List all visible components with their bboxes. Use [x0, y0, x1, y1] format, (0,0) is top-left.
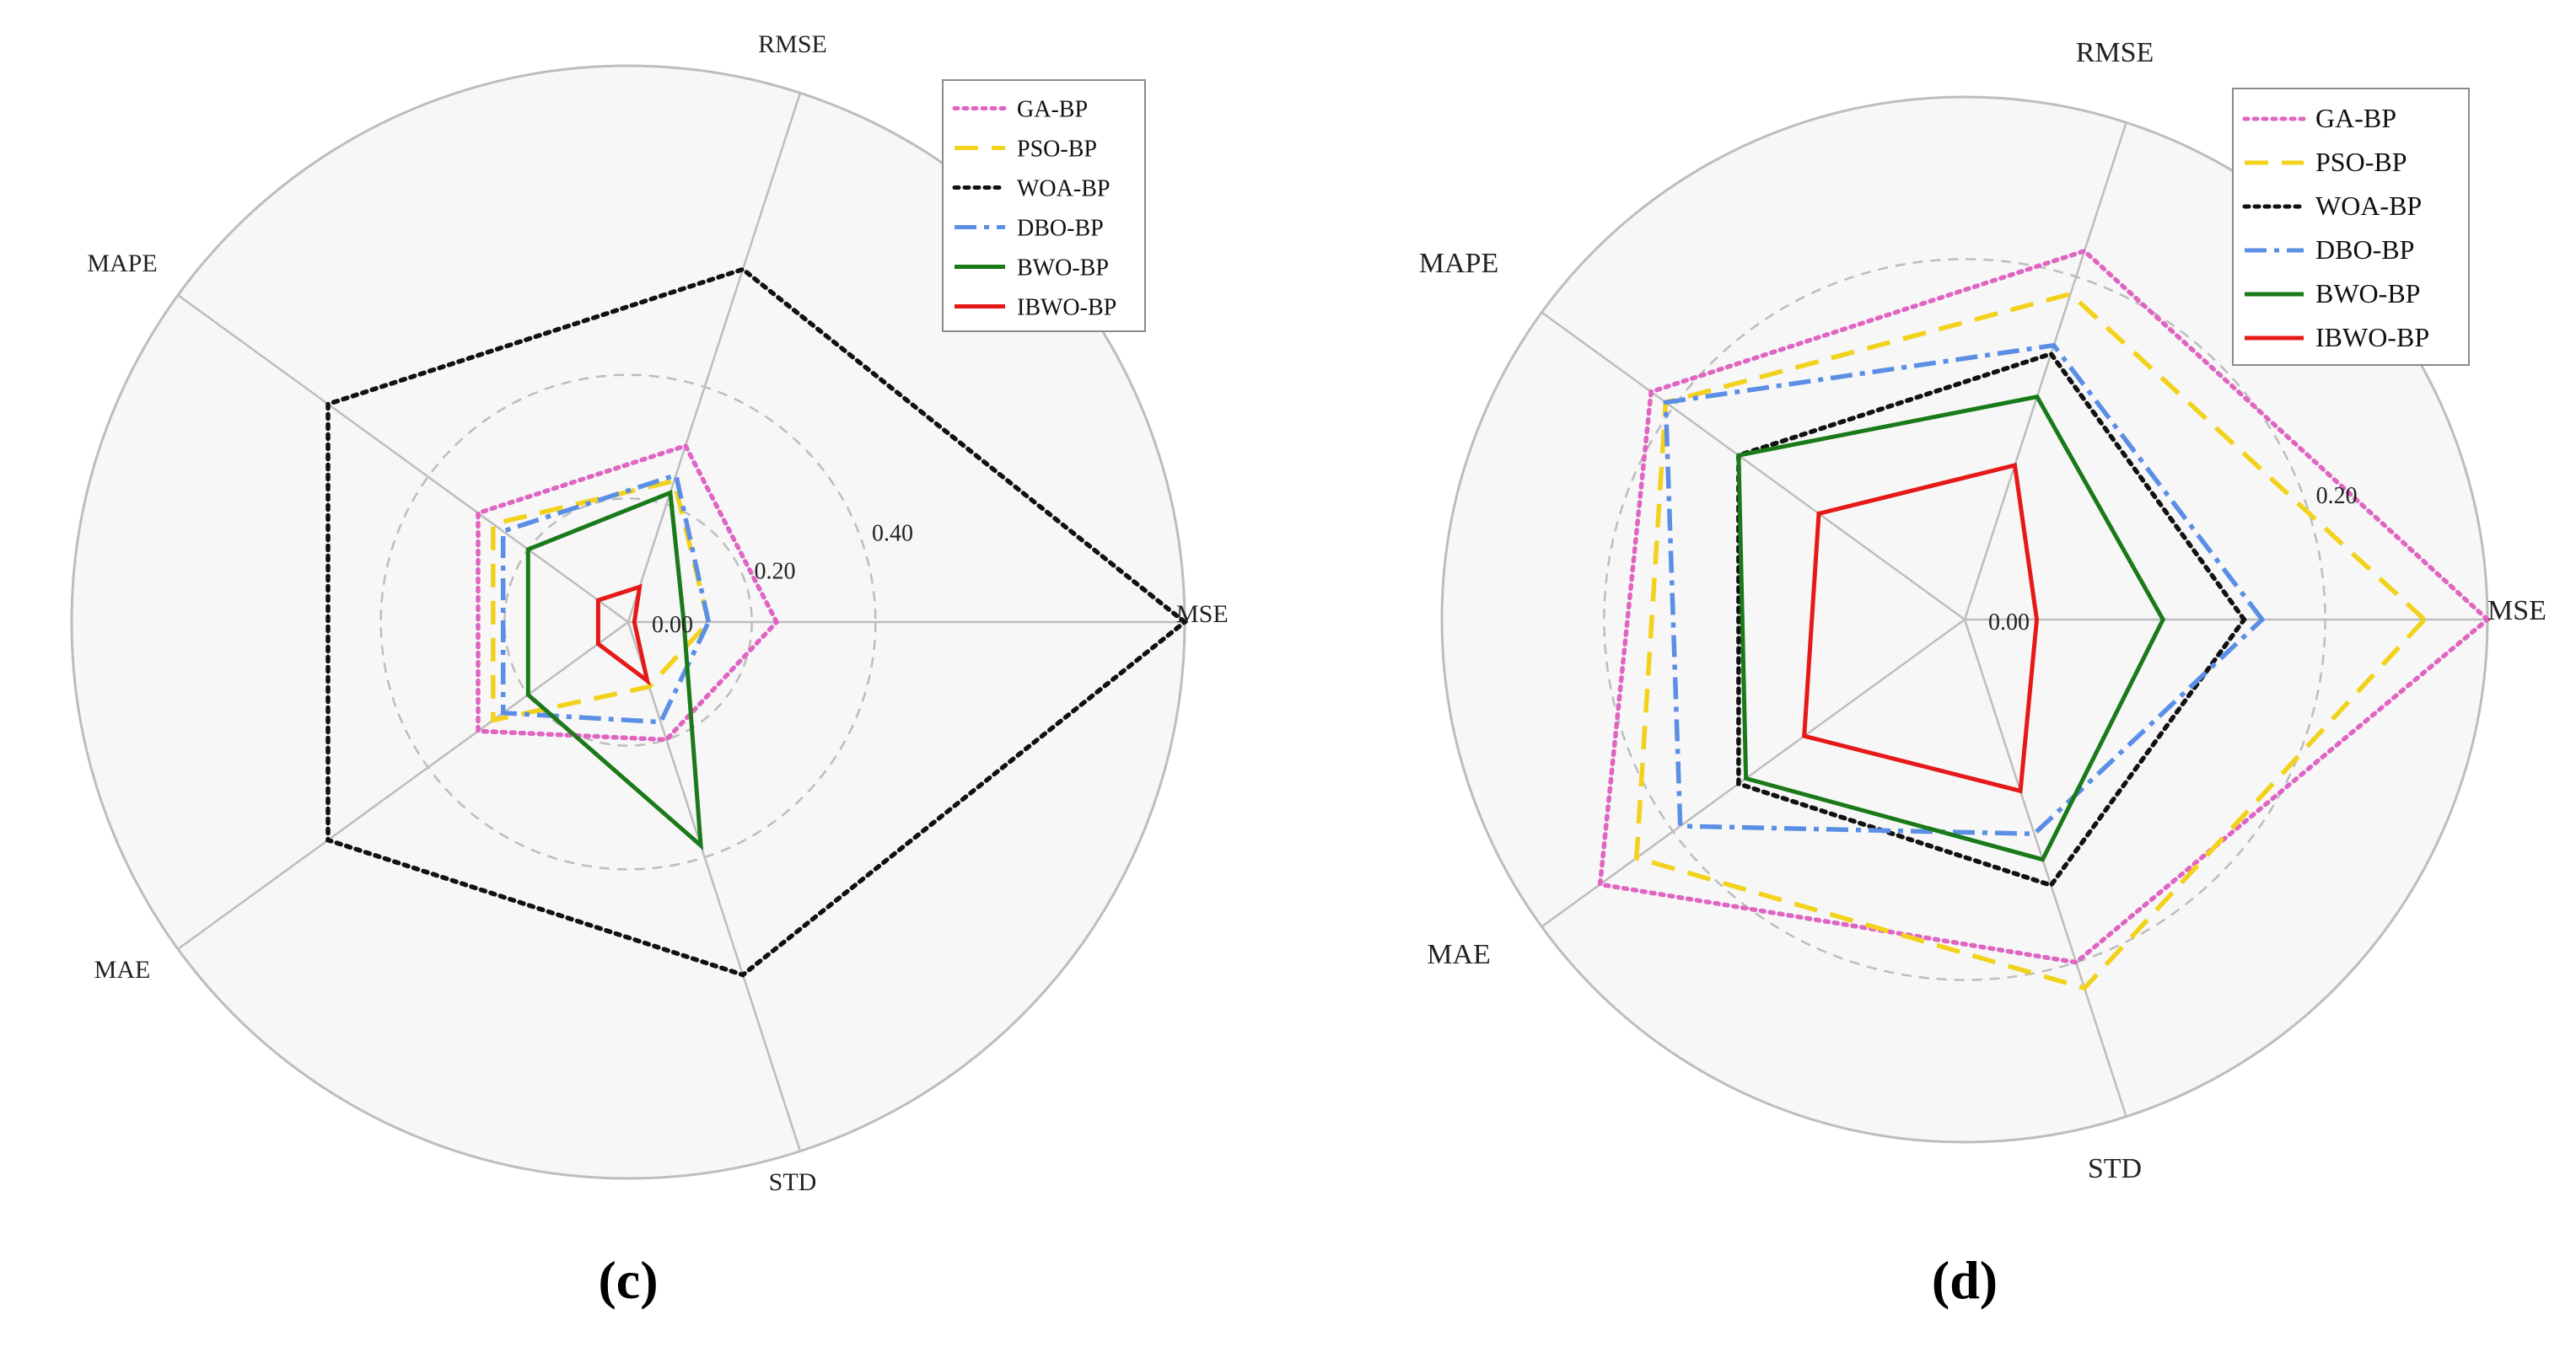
axis-label-d-mae: MAE	[1427, 939, 1491, 970]
series-ibwo-bp-c	[595, 583, 651, 686]
radar-panel-d: 0.00 0.20 MSE RMSE MAPE MAE STD GA-BP PSO-BP WOA-…	[1419, 37, 2546, 1184]
legend-label-ga-bp-c: GA-BP	[1017, 97, 1088, 123]
spoke-c-rmse	[627, 92, 802, 623]
axis-label-d-mse: MSE	[2487, 595, 2546, 626]
legend-box-d	[2232, 88, 2470, 366]
legend-label-dbo-bp-c: DBO-BP	[1017, 216, 1104, 242]
legend-d: GA-BP PSO-BP WOA-BP DBO-BP BWO-BP IBWO-BP	[2232, 88, 2470, 366]
spoke-d-rmse	[1963, 121, 2127, 620]
legend-c: GA-BP PSO-BP WOA-BP DBO-BP BWO-BP IBWO-BP	[942, 79, 1146, 332]
series-bwo-bp-d	[1736, 394, 2166, 862]
legend-label-bwo-bp-c: BWO-BP	[1017, 255, 1109, 282]
axis-label-d-std: STD	[2088, 1153, 2142, 1184]
axis-label-c-mape: MAPE	[87, 250, 157, 277]
series-pso-bp-d	[1633, 291, 2428, 991]
tick-label-d-0: 0.00	[1988, 609, 2030, 636]
spoke-c-std	[627, 621, 802, 1152]
axis-label-d-rmse: RMSE	[2076, 37, 2154, 68]
series-pso-bp-c	[491, 478, 712, 723]
series-ga-bp-c	[476, 443, 780, 743]
axis-label-d-mape: MAPE	[1419, 248, 1498, 279]
legend-box-c	[942, 79, 1146, 332]
series-ibwo-bp-d	[1802, 462, 2040, 794]
series-woa-bp-d	[1736, 351, 2247, 888]
spoke-d-std	[1963, 619, 2127, 1118]
legend-label-dbo-bp-d: DBO-BP	[2315, 234, 2414, 265]
legend-label-bwo-bp-d: BWO-BP	[2315, 278, 2420, 309]
axis-label-c-mae: MAE	[94, 956, 151, 984]
tick-label-c-2: 0.40	[872, 520, 913, 546]
legend-label-pso-bp-d: PSO-BP	[2315, 147, 2407, 177]
axis-label-c-mse: MSE	[1176, 600, 1229, 628]
legend-label-ibwo-bp-c: IBWO-BP	[1017, 295, 1116, 321]
panel-label-c: (c)	[598, 1250, 658, 1310]
axis-label-c-rmse: RMSE	[758, 30, 827, 58]
series-bwo-bp-c	[525, 490, 704, 851]
tick-label-c-1: 0.20	[754, 559, 795, 585]
spoke-c-mape	[177, 294, 629, 624]
spoke-d-mape	[1541, 311, 1966, 621]
series-ga-bp-d	[1597, 248, 2492, 965]
tick-label-d-1: 0.20	[2316, 483, 2358, 509]
tick-label-c-0: 0.00	[652, 612, 693, 638]
series-woa-bp-c	[325, 266, 1189, 978]
series-dbo-bp-c	[500, 472, 712, 725]
legend-label-pso-bp-c: PSO-BP	[1017, 137, 1097, 163]
panel-label-d: (d)	[1932, 1250, 1998, 1310]
legend-label-woa-bp-d: WOA-BP	[2315, 191, 2422, 221]
legend-label-ga-bp-d: GA-BP	[2315, 103, 2396, 133]
legend-label-ibwo-bp-d: IBWO-BP	[2315, 322, 2429, 352]
legend-label-woa-bp-c: WOA-BP	[1017, 176, 1110, 202]
radar-panel-c: 0.00 0.20 0.40 MSE RMSE MAPE MAE STD GA-BP PSO-BP…	[70, 30, 1229, 1196]
spoke-c-mae	[177, 620, 629, 950]
axis-label-c-std: STD	[769, 1168, 817, 1196]
spoke-d-mae	[1541, 618, 1966, 928]
